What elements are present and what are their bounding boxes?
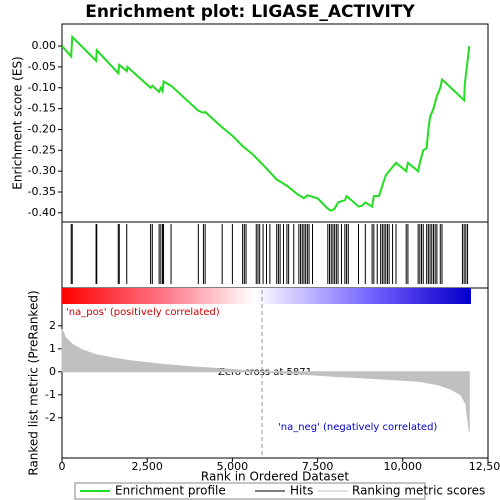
x-tick-label: 5,000 bbox=[217, 460, 249, 473]
frame bbox=[61, 23, 489, 459]
x-axis-label: Rank in Ordered Dataset bbox=[201, 470, 349, 484]
y-tick-label: -0.15 bbox=[28, 102, 56, 115]
x-tick-label: 0 bbox=[59, 460, 66, 473]
legend-label: Ranking metric scores bbox=[352, 484, 485, 498]
y-tick-label: 0 bbox=[49, 365, 56, 378]
legend-label: Enrichment profile bbox=[115, 484, 226, 498]
y-tick-label: -2 bbox=[45, 411, 56, 424]
y-axis-label: Ranked list metric (PreRanked) bbox=[27, 290, 41, 475]
chart-title: Enrichment plot: LIGASE_ACTIVITY bbox=[85, 2, 415, 22]
rank-color-bar bbox=[62, 288, 471, 304]
x-tick-label: 10,000 bbox=[384, 460, 423, 473]
y-tick-label: -0.30 bbox=[28, 164, 56, 177]
x-tick-label: 12,500 bbox=[469, 460, 500, 473]
y-tick-label: 0.00 bbox=[32, 39, 57, 52]
annotation: 'na_neg' (negatively correlated) bbox=[278, 422, 437, 433]
y-tick-label: -1 bbox=[45, 388, 56, 401]
y-tick-label: -0.10 bbox=[28, 81, 56, 94]
y-tick-label: 1 bbox=[49, 342, 56, 355]
annotation: Zero cross at 5871 bbox=[218, 367, 312, 378]
metric-area bbox=[61, 329, 470, 432]
y-tick-label: -0.35 bbox=[28, 185, 56, 198]
y-tick-label: -0.40 bbox=[28, 206, 56, 219]
y-axis-label: Enrichment score (ES) bbox=[11, 56, 25, 189]
annotation: 'na_pos' (positively correlated) bbox=[66, 307, 220, 318]
legend bbox=[74, 482, 426, 500]
y-tick-label: -0.05 bbox=[28, 60, 56, 73]
legend-label: Hits bbox=[290, 484, 313, 498]
es-line bbox=[61, 34, 471, 212]
y-tick-label: 2 bbox=[49, 319, 56, 332]
y-tick-label: -0.20 bbox=[28, 122, 56, 135]
y-tick-label: -0.25 bbox=[28, 143, 56, 156]
x-tick-label: 2,500 bbox=[131, 460, 163, 473]
x-tick-label: 7,500 bbox=[302, 460, 334, 473]
